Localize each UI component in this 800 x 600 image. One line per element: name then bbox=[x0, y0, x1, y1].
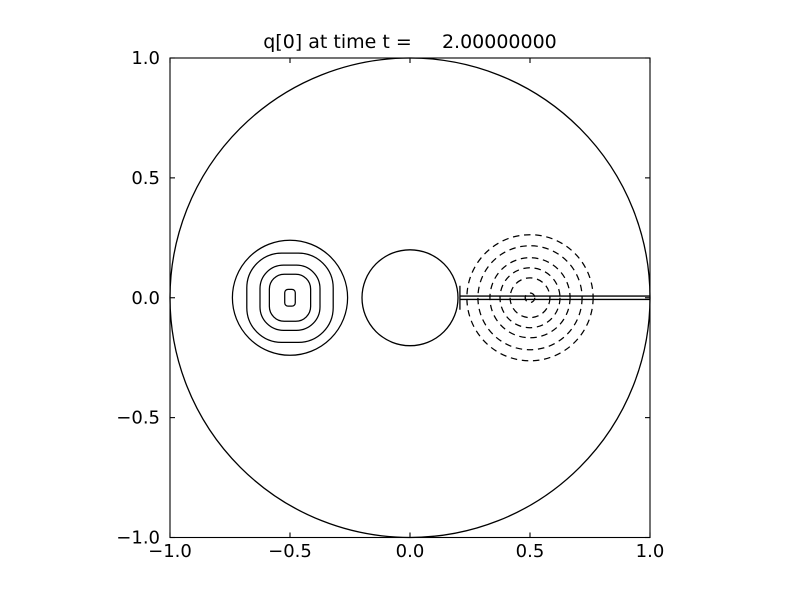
positive-contour-ring bbox=[246, 252, 334, 343]
x-tick-label: 0.0 bbox=[396, 541, 425, 562]
negative-contour-ring bbox=[499, 267, 561, 329]
positive-contour-ring bbox=[268, 273, 312, 322]
y-tick-label: −0.5 bbox=[116, 408, 160, 429]
y-tick-label: 1.0 bbox=[131, 48, 160, 69]
axes-border bbox=[169, 57, 651, 539]
y-tick-label: 0.0 bbox=[131, 288, 160, 309]
domain-boundary-circle bbox=[169, 57, 651, 539]
negative-contour-ring bbox=[509, 277, 551, 319]
inner-cylinder-circle bbox=[361, 249, 459, 347]
x-tick-label: 0.5 bbox=[516, 541, 545, 562]
x-tick-label: −0.5 bbox=[268, 541, 312, 562]
negative-contour-ring bbox=[466, 234, 594, 362]
negative-contour-ring bbox=[477, 245, 583, 351]
negative-contour-ring bbox=[524, 292, 536, 304]
negative-contour-ring bbox=[489, 257, 571, 339]
x-tick-label: 1.0 bbox=[636, 541, 665, 562]
positive-contour-ring bbox=[284, 288, 296, 307]
positive-contour-ring bbox=[259, 264, 321, 331]
plot-title: q[0] at time t = 2.00000000 bbox=[263, 31, 557, 53]
y-tick-label: 0.5 bbox=[131, 168, 160, 189]
y-tick-label: −1.0 bbox=[116, 528, 160, 549]
positive-contour-ring bbox=[231, 239, 349, 356]
x-tick-label: −1.0 bbox=[148, 541, 192, 562]
